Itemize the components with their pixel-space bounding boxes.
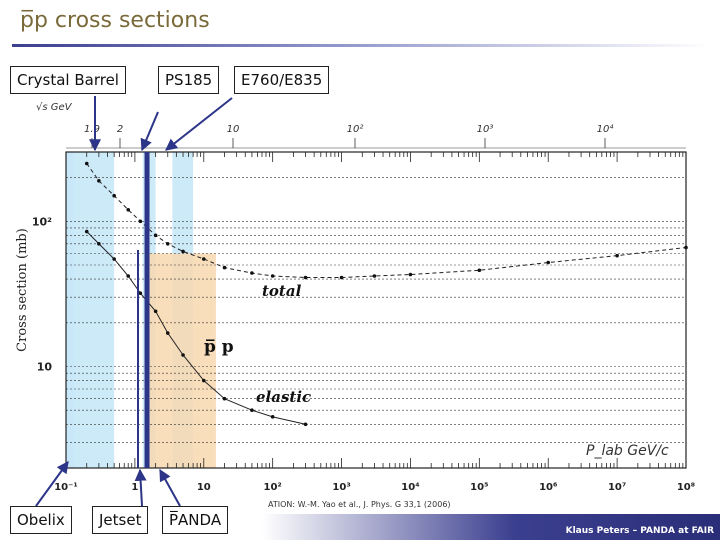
data-point-total bbox=[201, 257, 206, 261]
x-tick-label: 10⁵ bbox=[470, 482, 488, 493]
data-point-total bbox=[222, 265, 227, 270]
arrow-obelix bbox=[35, 461, 69, 507]
data-point-elastic bbox=[222, 396, 227, 401]
y-axis-label: Cross section (mb) bbox=[15, 228, 30, 352]
data-point-elastic bbox=[138, 291, 143, 295]
data-point-total bbox=[615, 253, 619, 258]
data-point-total bbox=[270, 274, 275, 278]
x-tick-label: 10³ bbox=[332, 482, 350, 493]
data-point-total bbox=[126, 207, 131, 212]
data-point-elastic bbox=[165, 331, 170, 335]
ps185-label: PS185 bbox=[158, 66, 220, 94]
top-tick-label: 10³ bbox=[477, 124, 494, 135]
band-obelix bbox=[66, 152, 74, 468]
x-tick-label: 10² bbox=[264, 482, 282, 493]
plot-frame bbox=[65, 151, 687, 469]
footer-bar: Klaus Peters – PANDA at FAIR bbox=[262, 514, 720, 540]
top-tick-label: 10⁴ bbox=[597, 123, 614, 135]
data-point-total bbox=[408, 272, 413, 277]
data-point-total bbox=[250, 271, 254, 275]
series-line-total bbox=[86, 163, 687, 279]
data-point-elastic bbox=[97, 241, 101, 246]
x-axis-label: P_lab GeV/c bbox=[586, 443, 669, 459]
y-tick-label: 10² bbox=[32, 215, 52, 228]
annotation-1: total bbox=[262, 282, 302, 300]
arrow-ps185 bbox=[140, 111, 159, 152]
footer-text: Klaus Peters – PANDA at FAIR bbox=[565, 526, 714, 536]
top-tick-label: 10 bbox=[227, 124, 240, 135]
data-point-elastic bbox=[201, 378, 206, 383]
x-tick-label: 10⁷ bbox=[608, 482, 626, 493]
top-tick-label: 10² bbox=[347, 124, 364, 135]
data-point-total bbox=[97, 179, 101, 183]
data-point-total bbox=[165, 241, 170, 246]
top-tick-label: 2 bbox=[117, 124, 123, 135]
citation-text: ATION: W.-M. Yao et al., J. Phys. G 33,1… bbox=[268, 500, 451, 509]
x-tick-label: 10 bbox=[197, 482, 211, 493]
e760-label: E760/E835 bbox=[234, 66, 330, 94]
data-point-total bbox=[477, 268, 482, 273]
arrow-e760 bbox=[165, 97, 233, 151]
annotation-2: p̅ p bbox=[204, 337, 234, 357]
data-point-elastic bbox=[303, 422, 308, 427]
data-point-total bbox=[372, 274, 377, 278]
data-point-total bbox=[138, 219, 143, 224]
top-axis-label: √s GeV bbox=[36, 102, 73, 113]
jetset-label: Jetset bbox=[92, 506, 149, 534]
data-point-elastic bbox=[84, 229, 89, 234]
annotation-3: elastic bbox=[256, 388, 311, 406]
data-point-elastic bbox=[112, 257, 116, 261]
arrow-jetset bbox=[134, 468, 147, 507]
data-point-total bbox=[684, 245, 688, 250]
band-panda bbox=[147, 253, 216, 468]
data-point-elastic bbox=[126, 274, 131, 278]
title-underline bbox=[12, 44, 712, 47]
x-tick-label: 1 bbox=[131, 482, 138, 493]
data-point-elastic bbox=[181, 353, 185, 357]
x-tick-label: 10⁻¹ bbox=[54, 482, 78, 493]
panda-label: P̅ANDA bbox=[162, 506, 229, 534]
data-point-elastic bbox=[250, 408, 254, 413]
x-tick-label: 10⁸ bbox=[677, 482, 695, 493]
data-point-total bbox=[546, 260, 551, 265]
band-crystal-barrel bbox=[66, 152, 115, 468]
top-tick-label: 1.9 bbox=[84, 124, 100, 135]
data-point-total bbox=[303, 275, 308, 280]
x-tick-label: 10⁴ bbox=[401, 482, 419, 493]
data-point-total bbox=[112, 193, 116, 198]
obelix-label: Obelix bbox=[10, 506, 72, 534]
data-point-elastic bbox=[153, 309, 158, 314]
data-point-total bbox=[339, 275, 344, 280]
data-point-elastic bbox=[270, 415, 275, 419]
y-tick-label: 10 bbox=[37, 360, 53, 373]
arrow-panda bbox=[159, 468, 181, 507]
data-point-total bbox=[84, 161, 89, 166]
x-tick-label: 10⁶ bbox=[539, 482, 557, 493]
data-point-total bbox=[181, 249, 185, 254]
slide-title: p̅p cross sections bbox=[20, 8, 210, 33]
crystal-barrel-label: Crystal Barrel bbox=[10, 66, 126, 94]
data-point-total bbox=[153, 233, 158, 238]
